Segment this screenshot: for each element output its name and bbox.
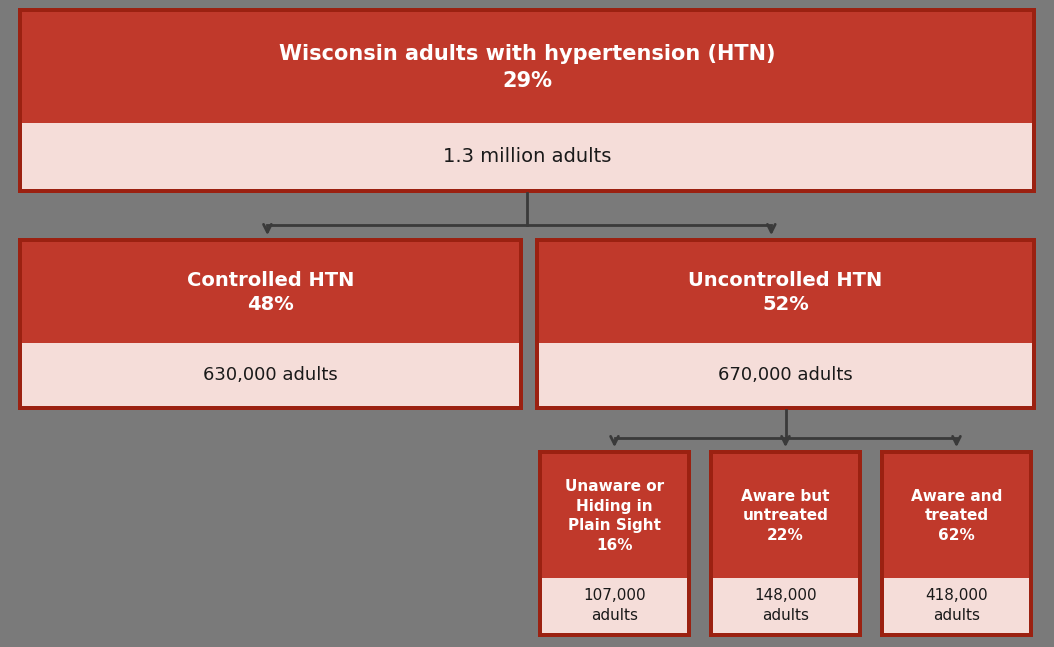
Text: Wisconsin adults with hypertension (HTN)
29%: Wisconsin adults with hypertension (HTN)… — [278, 44, 776, 91]
Text: 148,000
adults: 148,000 adults — [755, 587, 817, 624]
Bar — [880, 450, 1033, 637]
Text: Unaware or
Hiding in
Plain Sight
16%: Unaware or Hiding in Plain Sight 16% — [565, 479, 664, 553]
Text: 107,000
adults: 107,000 adults — [583, 587, 646, 624]
Text: 1.3 million adults: 1.3 million adults — [443, 146, 611, 166]
Bar — [542, 454, 687, 578]
Bar — [542, 578, 687, 633]
Bar — [713, 454, 858, 578]
Bar — [18, 8, 1036, 193]
Text: 630,000 adults: 630,000 adults — [203, 366, 338, 384]
Text: 670,000 adults: 670,000 adults — [718, 366, 853, 384]
Bar — [709, 450, 862, 637]
Bar — [539, 343, 1032, 406]
Text: Uncontrolled HTN
52%: Uncontrolled HTN 52% — [688, 270, 882, 314]
Bar — [22, 12, 1032, 123]
Bar — [713, 578, 858, 633]
Bar — [22, 242, 519, 343]
Bar — [535, 238, 1036, 410]
Bar — [22, 123, 1032, 189]
Bar — [884, 454, 1029, 578]
Text: Aware but
untreated
22%: Aware but untreated 22% — [741, 488, 829, 543]
Text: Aware and
treated
62%: Aware and treated 62% — [911, 488, 1002, 543]
Bar — [18, 238, 523, 410]
Text: Controlled HTN
48%: Controlled HTN 48% — [187, 270, 354, 314]
Text: 418,000
adults: 418,000 adults — [925, 587, 988, 624]
Bar — [539, 242, 1032, 343]
Bar — [22, 343, 519, 406]
Bar — [538, 450, 691, 637]
Bar — [884, 578, 1029, 633]
